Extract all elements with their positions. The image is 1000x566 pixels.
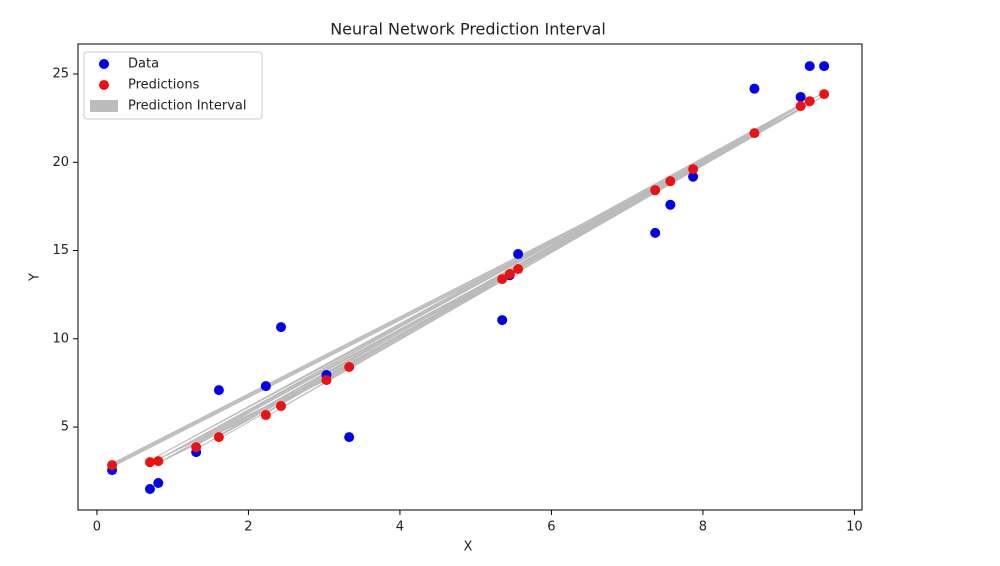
data-point (804, 96, 815, 107)
data-point (749, 128, 760, 139)
x-tick-label: 10 (846, 520, 863, 535)
data-point (504, 268, 515, 279)
data-point (260, 410, 271, 421)
data-point (650, 185, 661, 196)
y-tick-label: 5 (61, 420, 69, 435)
legend-label: Data (128, 57, 159, 72)
x-tick-label: 6 (547, 520, 555, 535)
y-tick-label: 10 (52, 331, 69, 346)
legend: Data Predictions Prediction Interval (83, 51, 263, 120)
data-point (688, 164, 699, 175)
x-tick-label: 0 (93, 520, 101, 535)
data-point (795, 91, 806, 102)
chart-title: Neural Network Prediction Interval (330, 20, 606, 39)
data-point (513, 249, 524, 260)
x-tick-label: 8 (699, 520, 707, 535)
data-point (260, 381, 271, 392)
data-point (650, 227, 661, 238)
data-point (804, 61, 815, 72)
legend-label: Prediction Interval (128, 99, 247, 114)
data-point (321, 375, 332, 386)
data-point (665, 176, 676, 187)
y-tick-label: 25 (52, 67, 69, 82)
x-axis-label: X (464, 540, 473, 555)
prediction-interval (111, 91, 825, 468)
data-point (344, 432, 355, 443)
data-point (213, 385, 224, 396)
data-point (276, 322, 287, 333)
x-tick-label: 2 (244, 520, 252, 535)
data-point (749, 83, 760, 94)
legend-patch (90, 100, 118, 112)
data-point (819, 89, 830, 100)
data-point (497, 274, 508, 285)
legend-box (83, 51, 263, 120)
plot-frame (77, 43, 863, 511)
data-point (144, 457, 155, 468)
data-point (153, 456, 164, 467)
data-point (497, 315, 508, 326)
data-point (344, 362, 355, 373)
data-point (665, 199, 676, 210)
data-point (153, 477, 164, 488)
y-tick-label: 20 (52, 155, 69, 170)
data-point (213, 432, 224, 443)
data-point (688, 171, 699, 182)
data-point (513, 264, 524, 275)
legend-label: Predictions (128, 78, 200, 93)
x-tick-label: 4 (396, 520, 404, 535)
data-point (107, 460, 118, 471)
data-point (144, 483, 155, 494)
data-point (795, 101, 806, 112)
legend-marker (99, 80, 109, 90)
data-point (819, 61, 830, 72)
data-point (276, 401, 287, 412)
y-tick-label: 15 (52, 243, 69, 258)
legend-marker (99, 59, 109, 69)
data-point (191, 442, 202, 453)
y-axis-label: Y (28, 273, 43, 282)
